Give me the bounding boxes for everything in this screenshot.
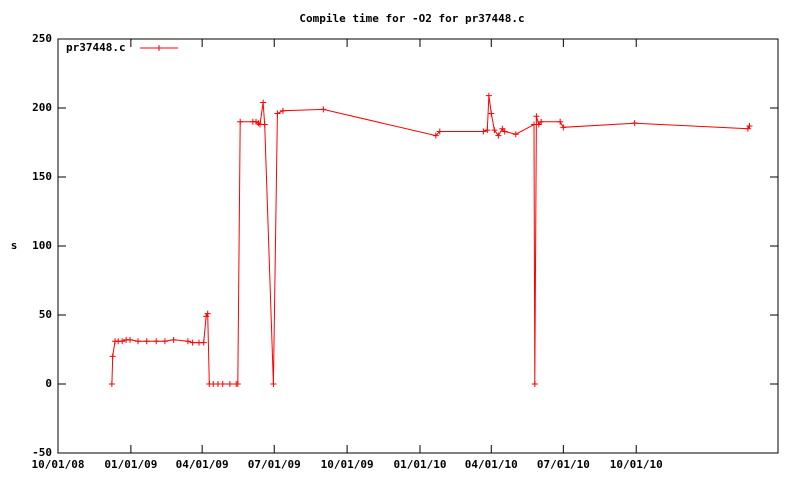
plot-border [57,38,779,454]
point-marker [260,99,267,106]
point-marker [432,132,439,139]
x-tick-label: 10/01/09 [321,458,374,471]
point-marker [495,132,502,139]
point-marker [501,128,508,135]
point-marker [533,113,540,120]
point-marker [484,127,491,134]
y-tick-label: 150 [32,170,52,183]
point-marker [279,107,286,114]
point-marker [237,118,244,125]
point-marker [270,381,277,387]
point-marker [108,381,115,387]
x-tick-label: 04/01/09 [176,458,229,471]
point-marker [557,118,564,125]
point-marker [480,128,487,135]
x-tick-label: 07/01/10 [537,458,590,471]
y-tick-label: 50 [39,308,52,321]
point-marker [170,336,177,343]
point-marker [744,125,751,132]
x-tick-label: 10/01/08 [32,458,85,471]
x-tick-label: 07/01/09 [248,458,301,471]
point-marker [153,338,160,345]
point-marker [631,120,638,127]
point-marker [127,336,134,343]
chart-title: Compile time for -O2 for pr37448.c [299,12,524,25]
point-marker [109,353,116,360]
point-marker [219,381,226,387]
point-marker [320,106,327,113]
point-marker [161,338,168,345]
x-tick-label: 04/01/10 [465,458,518,471]
point-marker [485,92,492,99]
y-tick-label: 0 [45,377,52,390]
legend-swatch [140,45,178,51]
series-line [111,95,750,385]
point-marker [531,381,538,387]
point-marker [436,128,443,135]
x-tick-label: 10/01/10 [610,458,663,471]
y-tick-label: 200 [32,101,52,114]
point-marker [184,338,191,345]
point-marker [204,310,211,317]
point-marker [226,381,233,387]
point-marker [135,338,141,345]
point-marker [746,122,753,129]
point-marker [560,124,567,131]
point-marker [234,381,241,387]
point-marker [538,118,545,125]
y-tick-label: 100 [32,239,52,252]
y-tick-label: 250 [32,32,52,45]
y-axis-label: s [11,239,18,252]
legend-label: pr37448.c [66,41,126,54]
point-marker [189,339,196,346]
point-marker [200,339,207,346]
point-marker [274,110,281,117]
point-marker [488,110,495,117]
point-marker [512,131,519,138]
y-tick-label: -50 [32,446,52,459]
point-marker [143,338,150,345]
point-marker [491,127,498,134]
point-marker [119,338,126,345]
x-tick-label: 01/01/10 [393,458,446,471]
point-marker [261,121,268,128]
x-tick-label: 01/01/09 [104,458,157,471]
